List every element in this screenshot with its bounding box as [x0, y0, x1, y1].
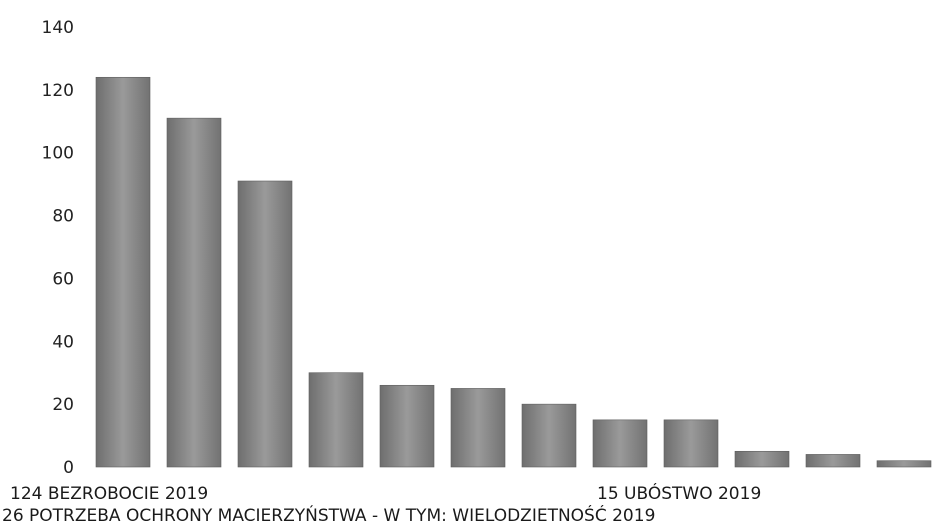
y-tick-label: 140 [42, 18, 74, 38]
category-label: 15 UBÓSTWO 2019 [597, 482, 761, 504]
bar [166, 117, 222, 468]
y-tick-label: 80 [52, 207, 74, 227]
y-tick-label: 40 [52, 332, 74, 352]
bar [450, 388, 506, 468]
category-label: 124 BEZROBOCIE 2019 [10, 484, 208, 504]
bar [379, 384, 435, 468]
y-tick-label: 0 [63, 458, 74, 478]
bar [308, 372, 364, 468]
y-tick-label: 60 [52, 269, 74, 289]
y-tick-label: 120 [42, 81, 74, 101]
bar [521, 403, 577, 468]
bar [805, 454, 861, 468]
category-label: 26 POTRZEBA OCHRONY MACIERZYŃSTWA - W TY… [2, 504, 655, 526]
bar [237, 180, 293, 468]
bar [734, 450, 790, 468]
bar [663, 419, 719, 468]
bar [876, 460, 932, 468]
y-tick-label: 20 [52, 395, 74, 415]
bar [95, 76, 151, 468]
bars [95, 76, 932, 468]
y-tick-label: 100 [42, 144, 74, 164]
bar [592, 419, 648, 468]
y-axis: 0 20 40 60 80 100 120 140 [42, 18, 74, 478]
